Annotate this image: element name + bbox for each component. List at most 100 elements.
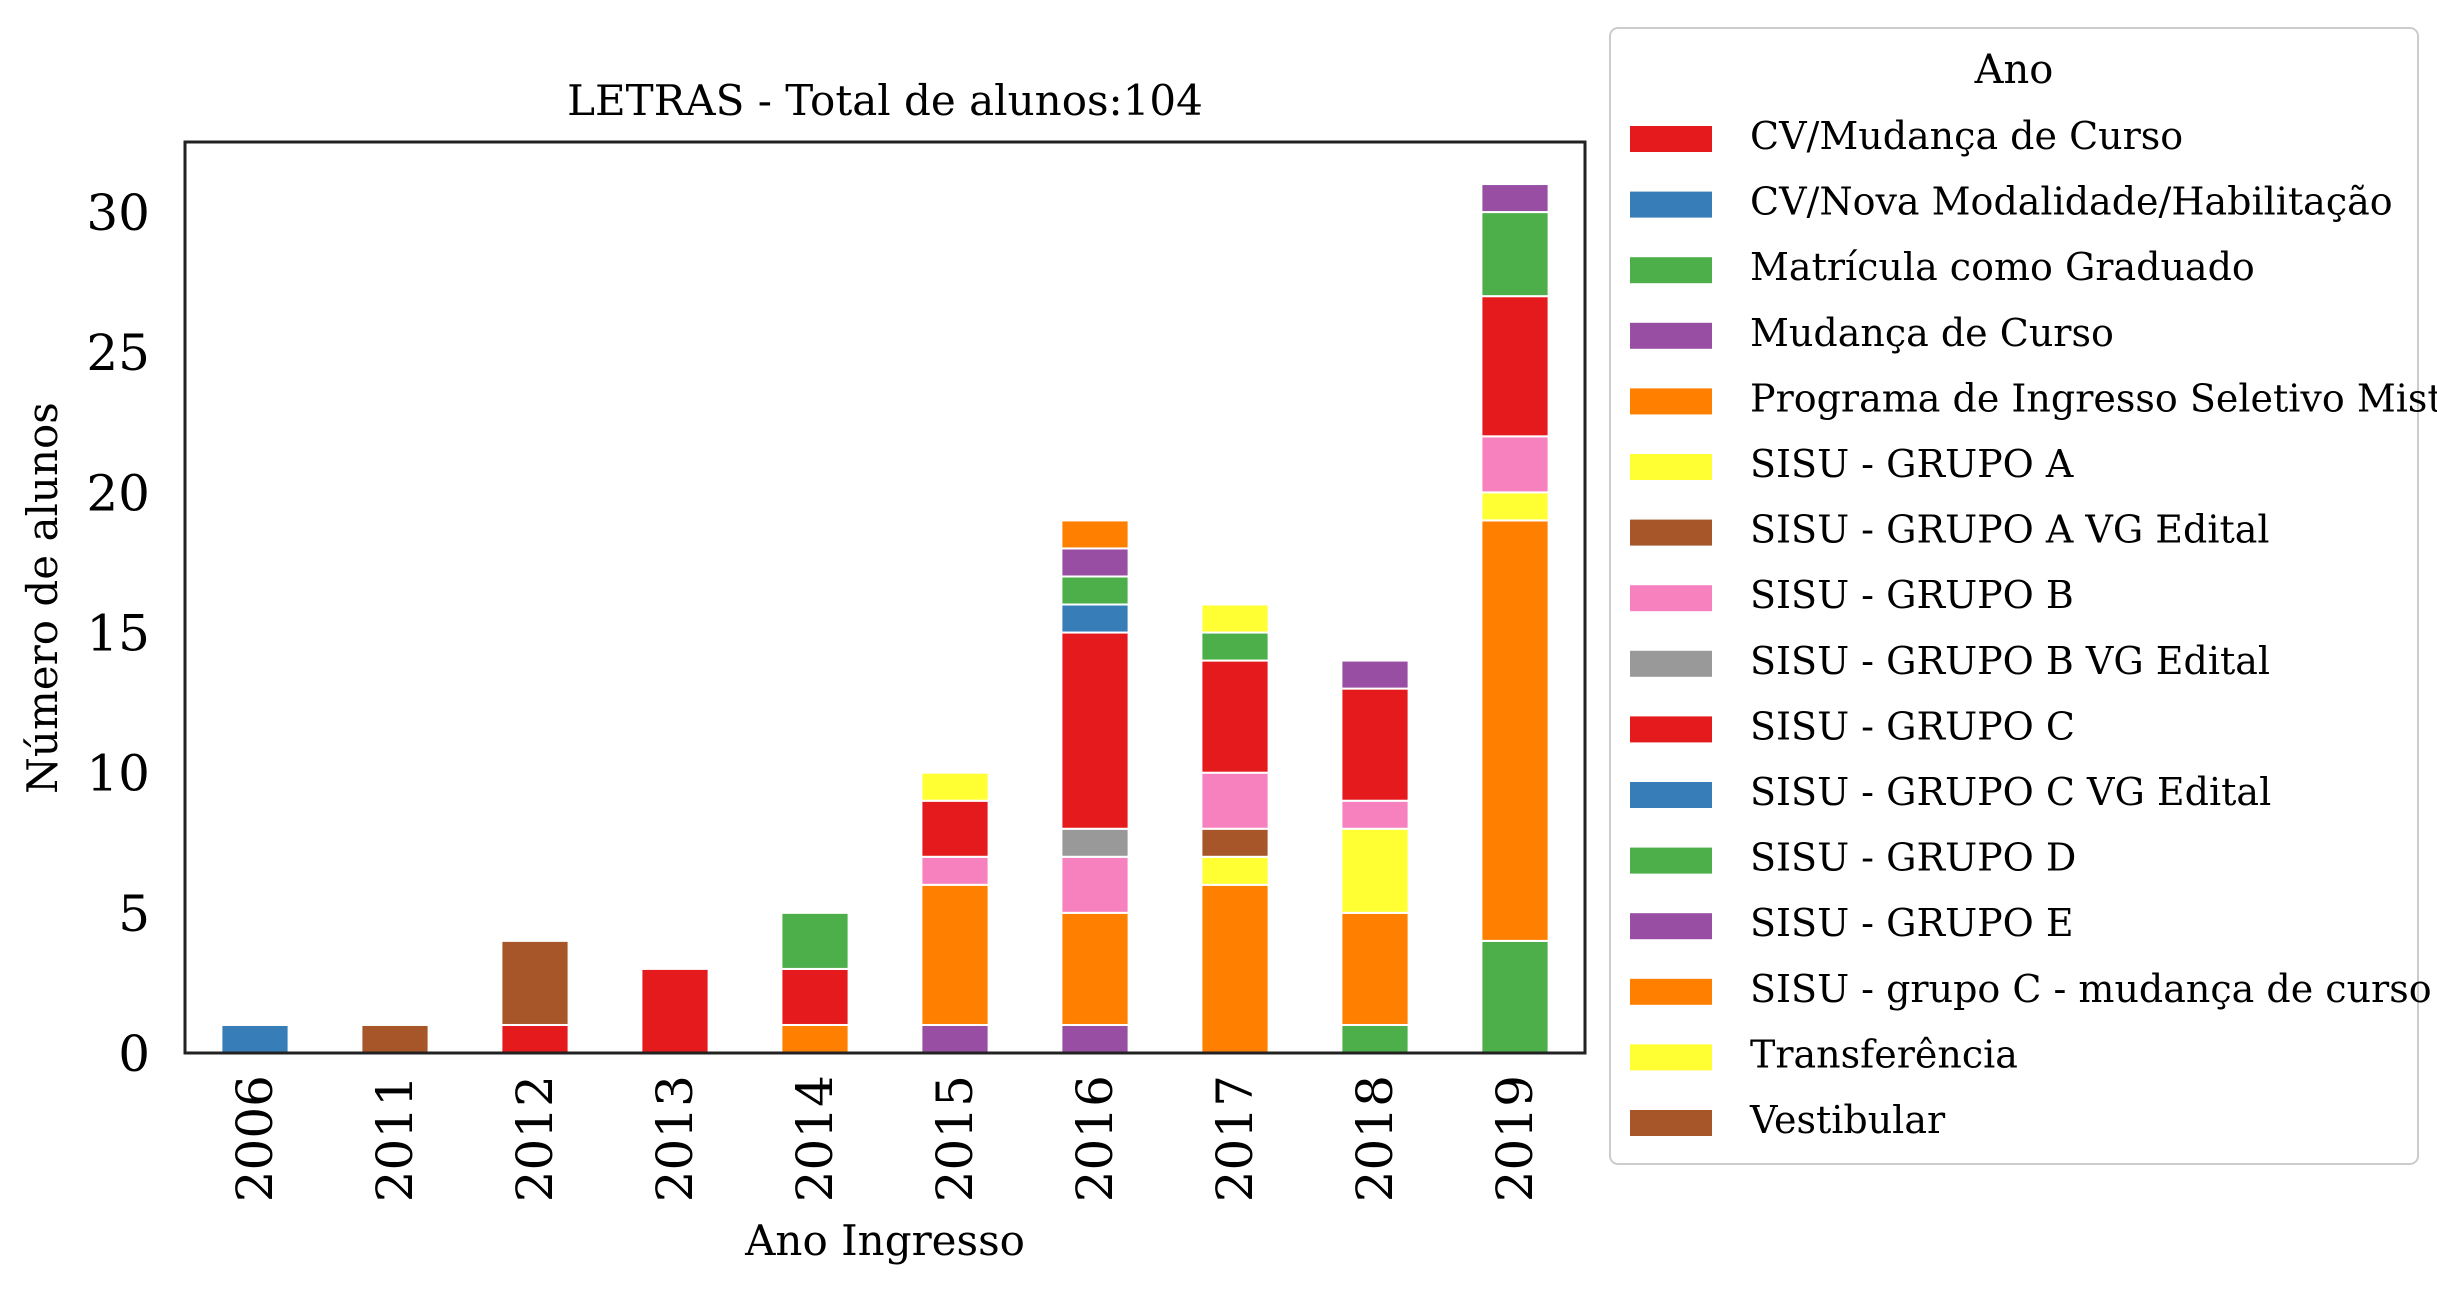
legend-label: SISU - GRUPO C VG Edital — [1750, 770, 2271, 814]
bar-segment-2018-s2 — [1340, 1023, 1410, 1055]
legend-swatch — [1630, 585, 1712, 612]
bar-segment-2017-s9 — [1200, 659, 1270, 774]
bar-segment-2019-s2 — [1480, 939, 1550, 1055]
legend-frame — [1609, 27, 2419, 1165]
bar-segment-2018-s12 — [1340, 659, 1410, 690]
legend-label: Vestibular — [1749, 1098, 1946, 1142]
bar-segment-2014-s4 — [780, 1023, 850, 1055]
legend-label: Transferência — [1750, 1032, 2018, 1076]
legend-swatch — [1630, 716, 1712, 743]
legend-label: SISU - GRUPO D — [1750, 836, 2076, 880]
legend-label: Matrícula como Graduado — [1750, 245, 2255, 289]
x-tick-label: 2018 — [1346, 1075, 1404, 1202]
bar-segment-2015-s3 — [920, 1023, 990, 1055]
x-tick-label: 2011 — [366, 1075, 424, 1202]
legend-label: SISU - GRUPO E — [1750, 901, 2074, 945]
bar-segment-2019-s5 — [1480, 491, 1550, 522]
legend-label: SISU - GRUPO B — [1750, 573, 2074, 617]
legend-swatch — [1630, 913, 1712, 940]
bar-segment-2011-s15 — [360, 1023, 430, 1055]
bar-segment-2016-s11 — [1060, 575, 1130, 606]
x-tick-label: 2015 — [926, 1075, 984, 1202]
chart-title: LETRAS - Total de alunos:104 — [567, 76, 1203, 125]
bar-segment-2018-s4 — [1340, 911, 1410, 1026]
legend-swatch — [1630, 1110, 1712, 1136]
legend-swatch — [1630, 322, 1712, 349]
bar-segment-2016-s12 — [1060, 547, 1130, 578]
legend-label: SISU - GRUPO C — [1750, 704, 2075, 748]
y-tick-label: 25 — [86, 324, 150, 382]
legend-swatch — [1630, 519, 1712, 546]
bar-segment-2014-s11 — [780, 911, 850, 970]
bar-segment-2013-s9 — [640, 967, 710, 1055]
bar-segment-2016-s9 — [1060, 631, 1130, 830]
legend-title: Ano — [1974, 47, 2054, 93]
legend-swatch — [1630, 257, 1712, 284]
bar-segment-2015-s4 — [920, 883, 990, 1026]
y-tick-label: 10 — [86, 745, 150, 803]
legend-items: CV/Mudança de Curso CV/Nova Modalidade/Ha… — [1630, 114, 2437, 1142]
x-tick-label: 2013 — [646, 1075, 704, 1202]
bar-segment-2006-s10 — [220, 1023, 290, 1055]
bar-segment-2015-s9 — [920, 799, 990, 858]
bar-segment-2016-s8 — [1060, 827, 1130, 858]
x-tick-label: 2017 — [1206, 1075, 1264, 1202]
bar-segment-2017-s14 — [1200, 603, 1270, 634]
y-tick-label: 5 — [118, 885, 150, 943]
bar-segment-2019-s9 — [1480, 295, 1550, 438]
bar-segment-2016-s13 — [1060, 519, 1130, 550]
legend: Ano CV/Mudança de Curso CV/Nova Modalidad… — [1609, 27, 2437, 1165]
x-axis-ticks: 2006 2011 2012 2013 2014 2015 2016 2017 2018 2019 — [226, 1075, 1544, 1202]
bar-segment-2012-s9 — [500, 1023, 570, 1055]
bar-segment-2019-s7 — [1480, 435, 1550, 494]
x-tick-label: 2012 — [506, 1075, 564, 1202]
x-tick-label: 2014 — [786, 1075, 844, 1202]
y-axis-ticks: 0 5 10 15 20 25 30 — [86, 184, 150, 1083]
bar-segment-2017-s7 — [1200, 771, 1270, 830]
legend-label: CV/Mudança de Curso — [1750, 114, 2183, 158]
legend-swatch — [1630, 191, 1712, 218]
y-tick-label: 0 — [118, 1025, 150, 1083]
legend-swatch — [1630, 650, 1712, 677]
x-axis-label: Ano Ingresso — [744, 1216, 1025, 1265]
bar-segment-2015-s7 — [920, 855, 990, 886]
bar-segment-2015-s14 — [920, 771, 990, 802]
legend-swatch — [1630, 454, 1712, 480]
legend-swatch — [1630, 978, 1712, 1005]
bar-segment-2016-s7 — [1060, 855, 1130, 914]
y-tick-label: 15 — [86, 605, 150, 663]
bar-segment-2014-s9 — [780, 967, 850, 1026]
legend-swatch — [1630, 388, 1712, 415]
legend-swatch — [1630, 782, 1712, 808]
bar-segment-2018-s5 — [1340, 827, 1410, 914]
bar-segment-2016-s10 — [1060, 603, 1130, 634]
bar-segment-2018-s9 — [1340, 687, 1410, 802]
y-tick-label: 20 — [86, 464, 150, 522]
bar-segment-2017-s11 — [1200, 631, 1270, 662]
bar-segment-2017-s6 — [1200, 827, 1270, 858]
bar-segment-2019-s11 — [1480, 211, 1550, 298]
plot-frame — [183, 140, 1587, 1055]
bar-segment-2019-s12 — [1480, 183, 1550, 214]
legend-label: SISU - grupo C - mudança de curso — [1750, 967, 2432, 1011]
x-tick-label: 2006 — [226, 1075, 284, 1202]
legend-label: CV/Nova Modalidade/Habilitação — [1750, 180, 2393, 224]
bar-segment-2016-s3 — [1060, 1023, 1130, 1055]
legend-label: SISU - GRUPO B VG Edital — [1750, 639, 2270, 683]
y-axis-label: Número de alunos — [18, 402, 67, 794]
bar-segment-2016-s4 — [1060, 911, 1130, 1026]
bar-segment-2017-s5 — [1200, 855, 1270, 886]
x-tick-label: 2016 — [1066, 1075, 1124, 1202]
legend-label: SISU - GRUPO A — [1750, 442, 2074, 486]
legend-swatch — [1630, 847, 1712, 874]
legend-swatch — [1630, 1044, 1712, 1071]
bars-layer — [220, 183, 1550, 1055]
y-tick-label: 30 — [86, 184, 150, 242]
legend-label: SISU - GRUPO A VG Edital — [1750, 508, 2270, 552]
bar-segment-2019-s4 — [1480, 519, 1550, 942]
bar-segment-2017-s4 — [1200, 883, 1270, 1054]
bar-segment-2012-s15 — [500, 939, 570, 1026]
legend-label: Mudança de Curso — [1750, 311, 2114, 355]
bar-segment-2018-s7 — [1340, 799, 1410, 830]
